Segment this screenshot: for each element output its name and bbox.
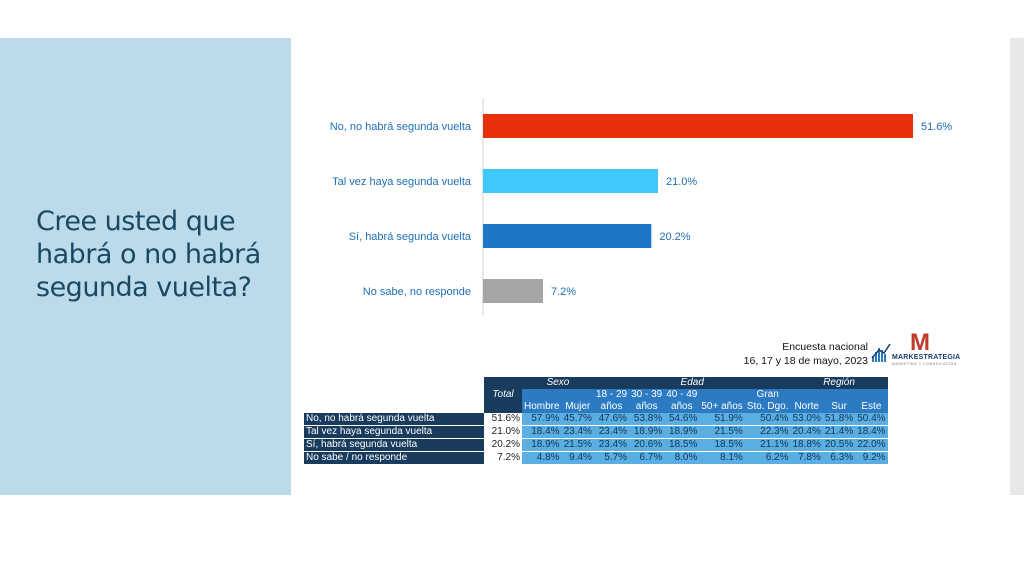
table-cell: 21.1% (744, 438, 791, 452)
side-strip (1010, 38, 1024, 495)
bar-category-label: Tal vez haya segunda vuelta (332, 176, 472, 188)
table-total-cell: 7.2% (484, 451, 522, 465)
table-cell: 50.4% (855, 413, 888, 426)
table-cell: 18.5% (664, 438, 700, 452)
table-column-header: 40 - 49 años (664, 389, 700, 413)
table-cell: 18.4% (522, 425, 562, 439)
table-row: No sabe / no responde 7.2% 4.8% 9.4% 5.7% 6.7… (304, 451, 888, 465)
bar-value-label: 21.0% (666, 176, 697, 188)
bar-category-label: No sabe, no responde (363, 286, 471, 298)
table-cell: 20.5% (822, 438, 856, 452)
crosstab-table: Total Sexo Edad Región Hombre Mujer 18 - … (304, 377, 888, 465)
table-row-label: Tal vez haya segunda vuelta (304, 425, 484, 439)
table-cell: 22.3% (744, 425, 791, 439)
table-column-header: Hombre (522, 389, 562, 413)
table-cell: 53.8% (629, 413, 665, 426)
table-column-header: 18 - 29 años (593, 389, 630, 413)
bar-chart: No, no habrá segunda vuelta 51.6% Tal vez … (330, 98, 952, 315)
logo-name: MARKESTRATEGIA (892, 354, 961, 361)
table-cell: 23.4% (593, 425, 630, 439)
table-row: No, no habrá segunda vuelta 51.6% 57.9% 45.… (304, 413, 888, 426)
table-cell: 50.4% (744, 413, 791, 426)
bar (483, 114, 913, 138)
table-cell: 51.8% (822, 413, 856, 426)
table-row-label: No, no habrá segunda vuelta (304, 413, 484, 426)
bar (483, 169, 658, 193)
table-column-header: 30 - 39 años (629, 389, 665, 413)
bar-category-label: No, no habrá segunda vuelta (330, 121, 472, 133)
table-cell: 23.4% (593, 438, 630, 452)
table-body: No, no habrá segunda vuelta 51.6% 57.9% 45.… (304, 413, 888, 465)
bar-category-label: Sí, habrá segunda vuelta (349, 231, 472, 243)
group-header-edad: Edad (593, 377, 791, 389)
group-header-region: Región (790, 377, 888, 389)
markestrategia-logo: M (871, 329, 930, 362)
table-row: Sí, habrá segunda vuelta 20.2% 18.9% 21.5% 2… (304, 438, 888, 452)
table-row-label: No sabe / no responde (304, 451, 484, 465)
table-cell: 18.9% (522, 438, 562, 452)
table-group-header-row: Total Sexo Edad Región (304, 377, 888, 413)
title-panel (0, 38, 291, 495)
table-column-header: Sur (822, 389, 856, 413)
survey-name: Encuesta nacional (782, 341, 868, 353)
table-cell: 8.1% (699, 451, 745, 465)
table-column-header: 50+ años (699, 389, 745, 413)
table-total-cell: 51.6% (484, 413, 522, 426)
bars-group: No, no habrá segunda vuelta 51.6% Tal vez … (330, 114, 952, 303)
logo-tagline: MARKETING Y COMUNICACIÓN (892, 362, 957, 366)
table-cell: 5.7% (593, 451, 630, 465)
table-column-header: Gran Sto. Dgo. (744, 389, 791, 413)
table-cell: 6.3% (822, 451, 856, 465)
table-cell: 20.6% (629, 438, 665, 452)
table-cell: 18.4% (855, 425, 888, 439)
table-total-cell: 20.2% (484, 438, 522, 452)
table-cell: 21.4% (822, 425, 856, 439)
bar-value-label: 20.2% (659, 231, 690, 243)
table-cell: 9.4% (561, 451, 594, 465)
table-cell: 18.8% (790, 438, 823, 452)
table-row: Tal vez haya segunda vuelta 21.0% 18.4% 23.… (304, 425, 888, 439)
table-cell: 4.8% (522, 451, 562, 465)
bar (483, 279, 543, 303)
table-column-header-row: Hombre Mujer 18 - 29 años 30 - 39 años 40 - 4… (304, 389, 888, 413)
table-total-header: Total (484, 377, 522, 413)
table-cell: 21.5% (561, 438, 594, 452)
survey-info: Encuesta nacional 16, 17 y 18 de mayo, 2… (720, 340, 868, 368)
table-cell: 54.6% (664, 413, 700, 426)
table-column-header: Este (855, 389, 888, 413)
table-cell: 18.9% (664, 425, 700, 439)
table-cell: 18.5% (699, 438, 745, 452)
table-cell: 20.4% (790, 425, 823, 439)
bar-value-label: 7.2% (551, 286, 576, 298)
table-cell: 9.2% (855, 451, 888, 465)
table-total-cell: 21.0% (484, 425, 522, 439)
table-column-header: Mujer (561, 389, 594, 413)
group-header-sexo: Sexo (522, 377, 594, 389)
table-cell: 53.0% (790, 413, 823, 426)
bar-value-label: 51.6% (921, 121, 952, 133)
table-cell: 6.2% (744, 451, 791, 465)
table-cell: 21.5% (699, 425, 745, 439)
table-column-header: Norte (790, 389, 823, 413)
table-cell: 6.7% (629, 451, 665, 465)
table-cell: 51.9% (699, 413, 745, 426)
table-cell: 22.0% (855, 438, 888, 452)
table-cell: 23.4% (561, 425, 594, 439)
table-row-label: Sí, habrá segunda vuelta (304, 438, 484, 452)
slide-title: Cree usted que habrá o no habrá segunda … (36, 206, 261, 303)
table-cell: 7.8% (790, 451, 823, 465)
table-cell: 18.9% (629, 425, 665, 439)
logo-letter: M (910, 329, 930, 356)
table-cell: 57.9% (522, 413, 562, 426)
table-cell: 8.0% (664, 451, 700, 465)
survey-dates: 16, 17 y 18 de mayo, 2023 (743, 355, 868, 367)
bar (483, 224, 652, 248)
table-cell: 45.7% (561, 413, 594, 426)
table-cell: 47.6% (593, 413, 630, 426)
